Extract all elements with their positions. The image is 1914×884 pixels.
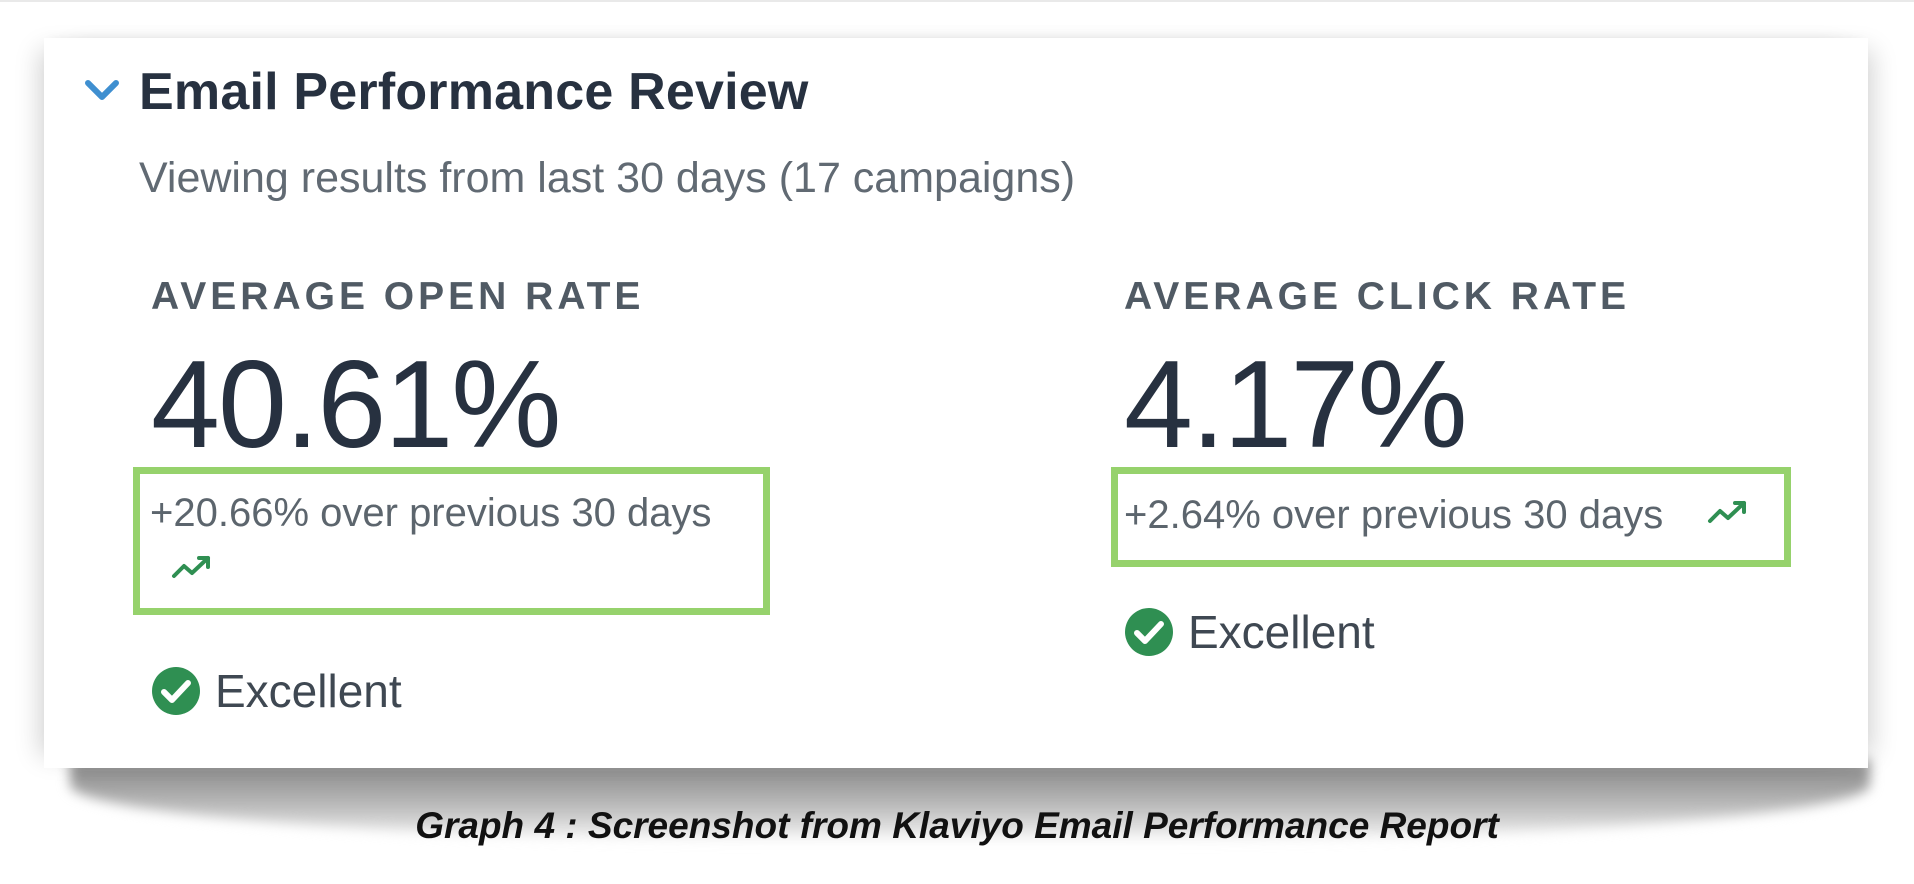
check-circle-icon [152,667,200,715]
click-rate-label: AVERAGE CLICK RATE [1124,275,1631,318]
figure-caption: Graph 4 : Screenshot from Klaviyo Email … [415,805,1499,846]
open-rate-change-highlight [133,467,770,615]
trend-up-icon [172,556,210,578]
click-rate-value: 4.17% [1124,336,1468,474]
open-rate-value: 40.61% [151,336,562,474]
top-divider [0,0,1914,2]
check-circle-icon [1125,608,1173,656]
open-rate-status-label: Excellent [215,665,402,717]
click-rate-status: Excellent [1124,606,1375,658]
page-title: Email Performance Review [139,63,809,121]
date-range-summary: Viewing results from last 30 days (17 ca… [139,154,1076,202]
click-rate-status-label: Excellent [1188,606,1375,658]
email-performance-card [44,38,1868,768]
chevron-down-icon[interactable] [84,78,120,104]
page-shadow [70,760,1870,842]
open-rate-change-text: +20.66% over previous 30 days [150,491,712,535]
click-rate-change-text: +2.64% over previous 30 days [1124,493,1664,537]
open-rate-status: Excellent [151,665,402,717]
click-rate-change-highlight [1111,467,1791,567]
trend-up-icon [1708,501,1746,523]
open-rate-label: AVERAGE OPEN RATE [151,275,645,318]
